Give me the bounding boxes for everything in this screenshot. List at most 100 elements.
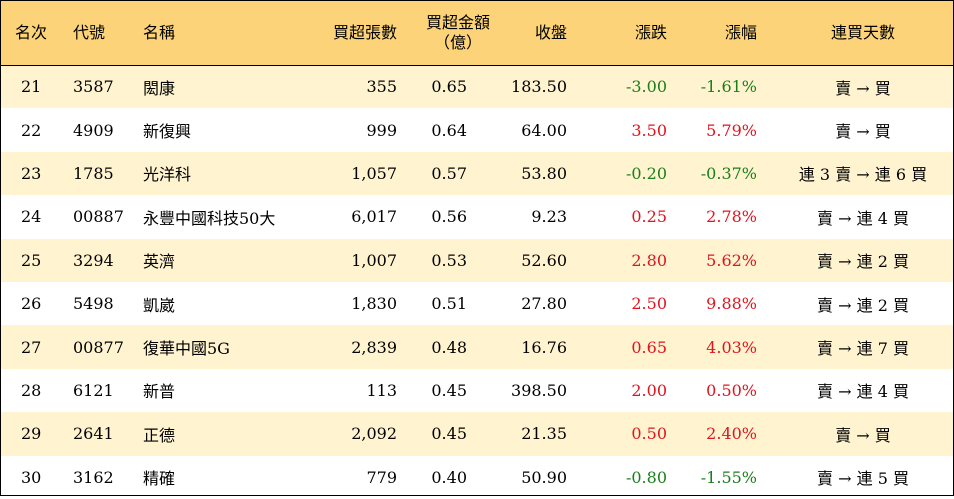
cell-net-lots: 2,092 <box>351 424 397 444</box>
cell-name: 精確 <box>143 469 176 489</box>
cell-change-pct: -1.55% <box>700 467 757 487</box>
table-row: 26 5498 凱崴 1,830 0.51 27.80 2.50 9.88% 賣… <box>1 282 953 325</box>
cell-close: 183.50 <box>511 77 567 97</box>
cell-streak: 賣 → 連 5 買 <box>817 469 909 489</box>
cell-net-lots: 1,057 <box>351 163 397 183</box>
cell-rank: 26 <box>21 294 42 314</box>
cell-change-pct: 2.40% <box>706 424 757 444</box>
cell-code: 3162 <box>73 467 114 487</box>
cell-name: 復華中國5G <box>143 339 230 359</box>
cell-change: 2.00 <box>631 380 667 400</box>
table-row: 27 00877 復華中國5G 2,839 0.48 16.76 0.65 4.… <box>1 325 953 369</box>
cell-net-amount: 0.45 <box>431 380 467 400</box>
cell-net-lots: 2,839 <box>351 337 397 357</box>
cell-change: -3.00 <box>625 77 667 97</box>
cell-net-lots: 999 <box>366 120 397 140</box>
cell-streak: 賣 → 連 4 買 <box>817 208 909 228</box>
cell-name: 凱崴 <box>143 295 176 315</box>
table-row: 28 6121 新普 113 0.45 398.50 2.00 0.50% 賣 … <box>1 369 953 412</box>
header-code: 代號 <box>73 1 143 66</box>
cell-net-lots: 779 <box>366 467 397 487</box>
cell-net-amount: 0.40 <box>431 467 467 487</box>
cell-streak: 連 3 賣 → 連 6 買 <box>798 165 928 185</box>
cell-close: 21.35 <box>521 424 567 444</box>
cell-net-amount: 0.64 <box>431 120 467 140</box>
cell-code: 6121 <box>73 380 114 400</box>
header-row: 名次 代號 名稱 買超張數 買超金額 （億） 收盤 漲跌 漲幅 連買天數 <box>1 1 953 66</box>
header-change: 漲跌 <box>593 1 683 66</box>
cell-change: 2.80 <box>631 250 667 270</box>
table-row: 29 2641 正德 2,092 0.45 21.35 0.50 2.40% 賣… <box>1 412 953 456</box>
cell-rank: 30 <box>21 467 42 487</box>
cell-close: 16.76 <box>521 337 567 357</box>
cell-change: 2.50 <box>631 294 667 314</box>
cell-rank: 21 <box>21 77 42 97</box>
cell-change-pct: -0.37% <box>700 163 757 183</box>
cell-net-lots: 1,007 <box>351 250 397 270</box>
cell-net-lots: 113 <box>366 380 397 400</box>
cell-rank: 24 <box>21 207 42 227</box>
table-row: 23 1785 光洋科 1,057 0.57 53.80 -0.20 -0.37… <box>1 151 953 196</box>
cell-net-lots: 355 <box>366 77 397 97</box>
header-change-pct: 漲幅 <box>683 1 773 66</box>
table-row: 30 3162 精確 779 0.40 50.90 -0.80 -1.55% 賣… <box>1 456 953 499</box>
cell-close: 52.60 <box>521 250 567 270</box>
header-streak: 連買天數 <box>773 1 953 66</box>
cell-change-pct: 0.50% <box>706 380 757 400</box>
cell-streak: 賣 → 連 4 買 <box>817 382 909 402</box>
cell-net-amount: 0.48 <box>431 337 467 357</box>
cell-net-amount: 0.57 <box>431 163 467 183</box>
cell-change: 0.25 <box>631 207 667 227</box>
cell-close: 53.80 <box>521 163 567 183</box>
cell-code: 2641 <box>73 424 114 444</box>
cell-change-pct: 4.03% <box>706 337 757 357</box>
cell-rank: 28 <box>21 380 42 400</box>
cell-net-lots: 6,017 <box>351 207 397 227</box>
header-net-lots: 買超張數 <box>315 1 403 66</box>
header-close: 收盤 <box>503 1 593 66</box>
header-net-amount: 買超金額 （億） <box>403 1 503 66</box>
cell-close: 9.23 <box>531 207 567 227</box>
cell-name: 永豐中國科技50大 <box>143 208 276 228</box>
cell-close: 27.80 <box>521 294 567 314</box>
cell-code: 1785 <box>73 163 114 183</box>
table-row: 21 3587 閎康 355 0.65 183.50 -3.00 -1.61% … <box>1 65 953 109</box>
cell-net-lots: 1,830 <box>351 294 397 314</box>
cell-rank: 27 <box>21 337 42 357</box>
cell-change: -0.20 <box>625 163 667 183</box>
cell-net-amount: 0.65 <box>431 77 467 97</box>
cell-streak: 賣 → 連 2 買 <box>817 252 909 272</box>
cell-change-pct: 2.78% <box>706 207 757 227</box>
cell-rank: 25 <box>21 250 42 270</box>
cell-name: 正德 <box>143 425 176 445</box>
header-net-amount-line1: 買超金額 <box>425 12 490 32</box>
cell-code: 3294 <box>73 250 114 270</box>
cell-change-pct: 5.79% <box>706 120 757 140</box>
cell-code: 00877 <box>73 337 124 357</box>
cell-code: 4909 <box>73 120 114 140</box>
cell-change: 0.50 <box>631 424 667 444</box>
cell-change-pct: 5.62% <box>706 250 757 270</box>
cell-name: 閎康 <box>143 78 176 98</box>
header-rank: 名次 <box>1 1 73 66</box>
cell-net-amount: 0.51 <box>431 294 467 314</box>
cell-code: 3587 <box>73 77 114 97</box>
cell-rank: 23 <box>21 163 42 183</box>
cell-code: 00887 <box>73 207 124 227</box>
table-row: 22 4909 新復興 999 0.64 64.00 3.50 5.79% 賣 … <box>1 108 953 151</box>
cell-rank: 29 <box>21 424 42 444</box>
cell-streak: 賣 → 買 <box>835 425 891 445</box>
cell-change-pct: -1.61% <box>700 77 757 97</box>
cell-close: 398.50 <box>511 380 567 400</box>
cell-name: 英濟 <box>143 252 176 272</box>
cell-change: -0.80 <box>625 467 667 487</box>
cell-change-pct: 9.88% <box>706 294 757 314</box>
header-name: 名稱 <box>143 1 315 66</box>
cell-close: 64.00 <box>521 120 567 140</box>
cell-streak: 賣 → 買 <box>835 122 891 142</box>
cell-rank: 22 <box>21 120 42 140</box>
cell-streak: 賣 → 連 7 買 <box>817 339 909 359</box>
cell-name: 光洋科 <box>143 165 192 185</box>
